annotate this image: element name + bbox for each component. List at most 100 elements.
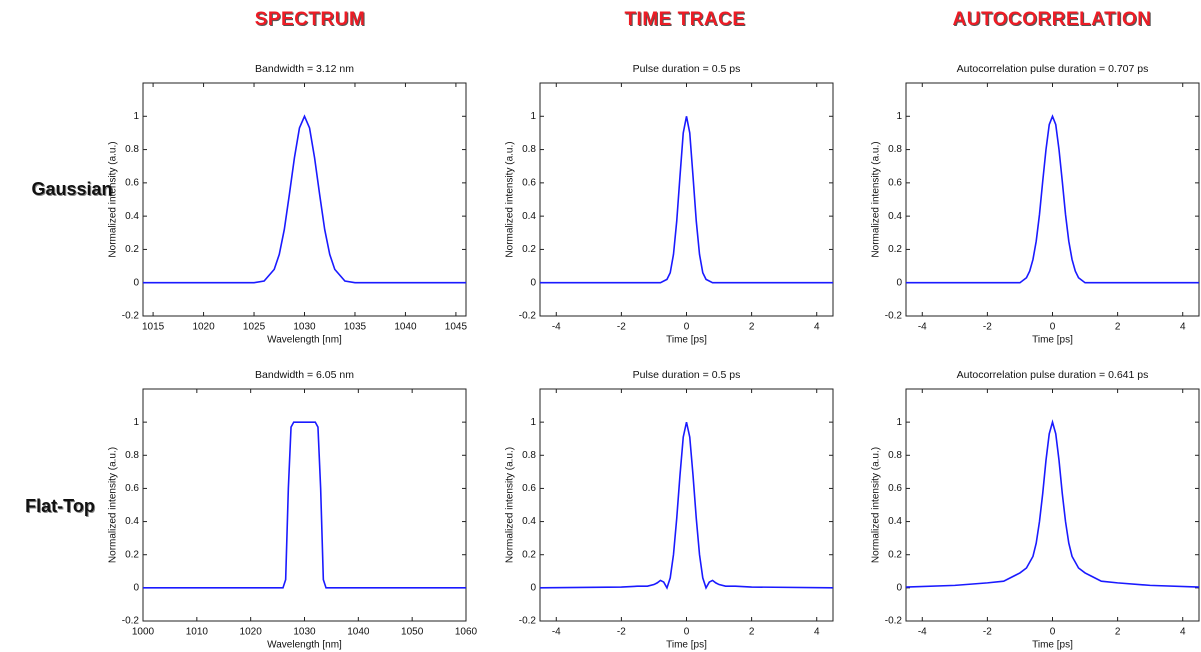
row-label: Gaussian	[31, 179, 112, 199]
y-tick-label: 0.4	[522, 211, 536, 222]
y-tick-label: 0.2	[522, 244, 536, 255]
y-tick-label: 1	[896, 111, 902, 122]
plot-frame	[905, 388, 1200, 622]
plot-title: Bandwidth = 6.05 nm	[255, 369, 354, 381]
data-line	[143, 421, 466, 589]
x-tick-label: 4	[814, 627, 820, 638]
x-tick-label: -2	[617, 627, 626, 638]
plot-title: Autocorrelation pulse duration = 0.641 p…	[957, 369, 1149, 381]
data-line	[905, 419, 1200, 588]
x-tick-label: -4	[918, 627, 927, 638]
y-tick-label: 0.2	[888, 244, 902, 255]
y-tick-label: 0	[133, 277, 139, 288]
x-tick-label: -2	[617, 322, 626, 333]
x-tick-label: 1000	[132, 627, 155, 638]
x-axis-label: Time [ps]	[666, 335, 707, 346]
y-tick-label: 0.8	[522, 144, 536, 155]
plot-frame	[905, 82, 1200, 317]
y-tick-label: 0.4	[125, 211, 139, 222]
y-axis-label: Normalized intensity (a.u.)	[871, 141, 882, 257]
x-tick-label: 1045	[445, 322, 468, 333]
x-tick-label: 1020	[192, 322, 215, 333]
x-axis-label: Wavelength [nm]	[267, 335, 342, 346]
y-tick-label: 0.2	[522, 549, 536, 560]
y-tick-label: 0.4	[888, 516, 902, 527]
x-tick-label: 2	[749, 627, 755, 638]
x-tick-label: 1050	[401, 627, 424, 638]
y-tick-label: 0	[896, 277, 902, 288]
x-tick-label: 1010	[186, 627, 209, 638]
y-axis-label: Normalized intensity (a.u.)	[871, 447, 882, 563]
x-axis-label: Time [ps]	[1032, 335, 1073, 346]
y-tick-label: 0.8	[125, 450, 139, 461]
x-tick-label: 0	[684, 322, 690, 333]
y-tick-label: -0.2	[885, 616, 903, 627]
x-tick-label: 1030	[293, 627, 316, 638]
y-axis-label: Normalized intensity (a.u.)	[505, 447, 516, 563]
x-tick-label: 4	[1180, 322, 1186, 333]
y-tick-label: 0.8	[888, 144, 902, 155]
y-tick-label: 0.4	[522, 516, 536, 527]
data-line	[906, 114, 1199, 284]
y-tick-label: 1	[133, 111, 139, 122]
y-tick-label: -0.2	[122, 616, 140, 627]
y-axis-label: Normalized intensity (a.u.)	[108, 141, 119, 257]
x-tick-label: 0	[684, 627, 690, 638]
plot-title: Autocorrelation pulse duration = 0.707 p…	[957, 63, 1149, 75]
y-tick-label: 1	[530, 111, 536, 122]
x-tick-label: -2	[983, 627, 992, 638]
x-tick-label: 0	[1050, 627, 1056, 638]
x-tick-label: 1060	[455, 627, 478, 638]
x-tick-label: 1025	[243, 322, 266, 333]
y-axis-label: Normalized intensity (a.u.)	[108, 447, 119, 563]
column-header: SPECTRUM	[255, 9, 366, 30]
x-tick-label: 2	[1115, 627, 1121, 638]
x-axis-label: Time [ps]	[1032, 640, 1073, 651]
y-tick-label: 0.8	[125, 144, 139, 155]
x-tick-label: 1015	[142, 322, 165, 333]
plot-title: Bandwidth = 3.12 nm	[255, 63, 354, 75]
x-tick-label: 1030	[293, 322, 316, 333]
x-tick-label: 1020	[240, 627, 263, 638]
data-line	[540, 116, 833, 284]
y-tick-label: -0.2	[122, 311, 140, 322]
y-tick-label: 0	[530, 277, 536, 288]
y-tick-label: 0.6	[888, 483, 902, 494]
y-tick-label: 0.4	[888, 211, 902, 222]
x-tick-label: -4	[918, 322, 927, 333]
y-tick-label: -0.2	[885, 311, 903, 322]
y-tick-label: 0.2	[125, 549, 139, 560]
x-tick-label: -4	[552, 322, 561, 333]
y-axis-label: Normalized intensity (a.u.)	[505, 141, 516, 257]
data-line	[539, 421, 834, 590]
y-tick-label: -0.2	[519, 616, 537, 627]
x-axis-label: Time [ps]	[666, 640, 707, 651]
column-header: TIME TRACE	[624, 9, 745, 30]
y-tick-label: 0	[133, 582, 139, 593]
y-tick-label: 0.4	[125, 516, 139, 527]
x-tick-label: -2	[983, 322, 992, 333]
x-tick-label: 2	[1115, 322, 1121, 333]
y-tick-label: 1	[530, 417, 536, 428]
row-label: Flat-Top	[25, 496, 95, 516]
x-tick-label: 4	[1180, 627, 1186, 638]
y-tick-label: 0.6	[522, 177, 536, 188]
y-tick-label: 0.6	[888, 177, 902, 188]
y-tick-label: 1	[896, 417, 902, 428]
plot-title: Pulse duration = 0.5 ps	[633, 63, 741, 75]
plot-frame	[142, 388, 467, 622]
y-tick-label: 0.8	[888, 450, 902, 461]
y-tick-label: -0.2	[519, 311, 537, 322]
plot-frame	[539, 388, 834, 622]
x-tick-label: 2	[749, 322, 755, 333]
y-tick-label: 0.6	[125, 483, 139, 494]
x-tick-label: 0	[1050, 322, 1056, 333]
y-tick-label: 0.6	[125, 177, 139, 188]
x-tick-label: 1035	[344, 322, 367, 333]
column-header: AUTOCORRELATION	[953, 9, 1152, 30]
x-tick-label: 1040	[347, 627, 370, 638]
plot-title: Pulse duration = 0.5 ps	[633, 369, 741, 381]
x-tick-label: -4	[552, 627, 561, 638]
plot-frame	[539, 82, 834, 317]
